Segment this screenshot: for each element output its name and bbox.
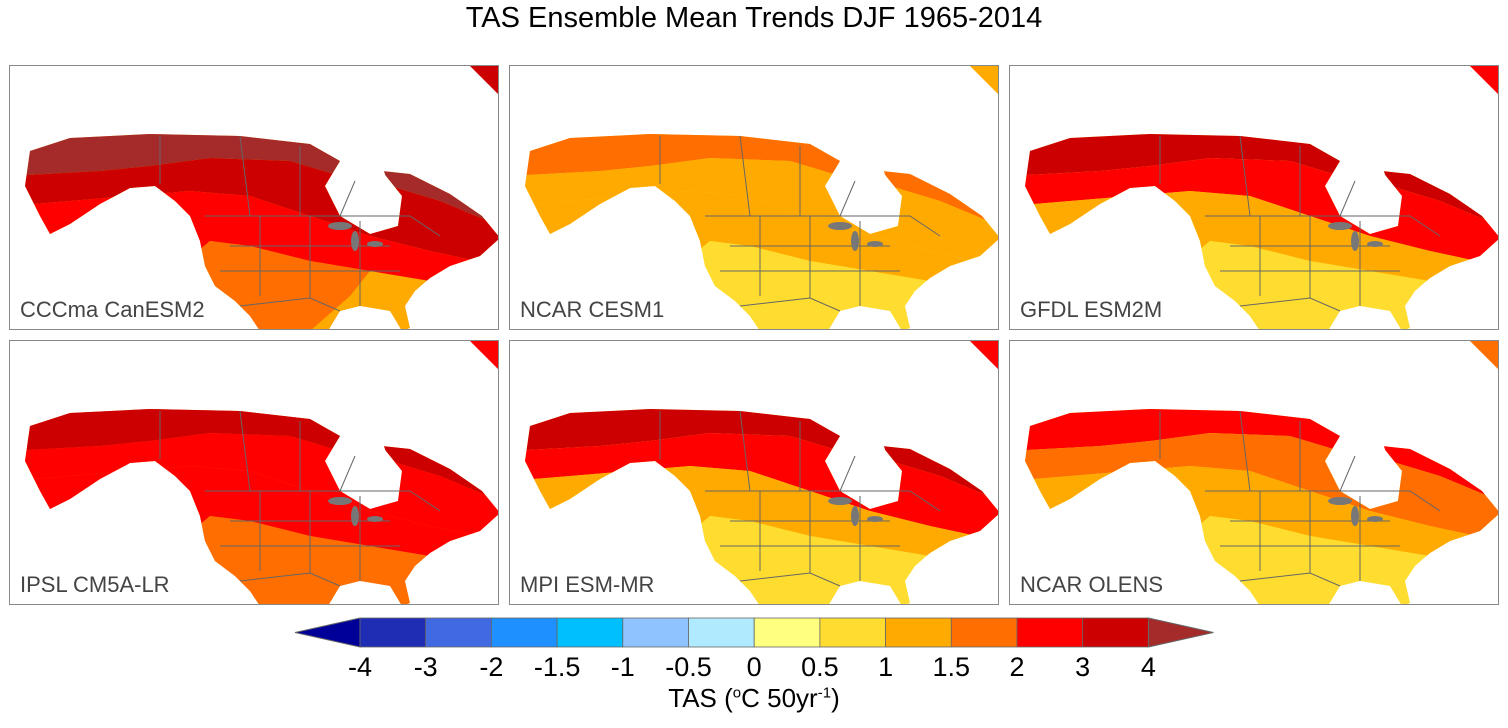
colorbar-title-close: ) — [831, 683, 840, 713]
colorbar-over-triangle — [1147, 617, 1214, 648]
north-america-map — [25, 341, 498, 604]
hudson-bay — [339, 157, 386, 210]
map-panel: IPSL CM5A-LR — [9, 340, 499, 605]
hudson-bay — [839, 157, 886, 210]
colorbar-tick-label: 1 — [878, 652, 893, 682]
panel-label: MPI ESM-MR — [520, 572, 655, 597]
greenland — [470, 341, 498, 369]
borders — [159, 135, 441, 312]
great-lakes — [328, 497, 383, 526]
colorbar-box — [425, 617, 492, 648]
trend-zone — [25, 409, 498, 501]
panel-label: GFDL ESM2M — [1020, 297, 1163, 322]
colorbar-title-text: TAS ( — [668, 683, 733, 713]
colorbar-title: TAS (oC 50yr-1) — [0, 683, 1508, 714]
great-lakes — [1328, 222, 1383, 251]
trend-zone — [25, 134, 498, 226]
colorbar-title-exponent: -1 — [817, 684, 832, 702]
colorbar-tick-label: 0.5 — [801, 652, 839, 682]
great-lakes — [328, 222, 383, 251]
colorbar-box — [1082, 617, 1149, 648]
colorbar-box — [359, 617, 427, 648]
panel-label: NCAR CESM1 — [520, 297, 665, 322]
greenland — [1470, 341, 1498, 369]
map-panel: GFDL ESM2M — [1009, 65, 1499, 330]
trend-zone — [525, 134, 998, 226]
colorbar-box — [490, 617, 558, 648]
colorbar-box — [556, 617, 624, 648]
borders — [1159, 410, 1441, 587]
trend-zone — [525, 409, 998, 501]
borders — [659, 135, 941, 312]
colorbar-tick-label: -4 — [348, 652, 372, 682]
greenland — [970, 66, 998, 94]
great-lakes — [828, 222, 883, 251]
colorbar-box — [753, 617, 821, 648]
map-panel: NCAR OLENS — [1009, 340, 1499, 605]
colorbar-tick-label: -0.5 — [665, 652, 712, 682]
borders — [159, 410, 441, 587]
colorbar-tick-label: -2 — [479, 652, 503, 682]
colorbar-box — [950, 617, 1018, 648]
panel-label: CCCma CanESM2 — [20, 297, 205, 322]
colorbar-tick-label: 4 — [1141, 652, 1156, 682]
colorbar-title-unit: C 50yr — [741, 683, 818, 713]
colorbar-box — [622, 617, 689, 648]
trend-zone — [1025, 409, 1498, 501]
colorbar-box — [688, 617, 755, 648]
hudson-bay — [839, 432, 886, 485]
map-panel: CCCma CanESM2 — [9, 65, 499, 330]
hudson-bay — [339, 432, 386, 485]
map-panel: NCAR CESM1 — [509, 65, 999, 330]
north-america-map — [1025, 341, 1498, 604]
colorbar-tick-label: -3 — [414, 652, 438, 682]
borders — [659, 410, 941, 587]
greenland — [970, 341, 998, 369]
degree-sign: o — [732, 684, 742, 702]
figure-title: TAS Ensemble Mean Trends DJF 1965-2014 — [465, 2, 1043, 34]
north-america-map — [525, 341, 998, 604]
hudson-bay — [1339, 432, 1386, 485]
colorbar-tick-label: 2 — [1009, 652, 1024, 682]
colorbar-tick-label: 3 — [1075, 652, 1090, 682]
colorbar-under-triangle — [294, 617, 361, 648]
colorbar-tick-label: -1 — [611, 652, 635, 682]
colorbar-box — [819, 617, 887, 648]
hudson-bay — [1339, 157, 1386, 210]
trend-zone — [1025, 134, 1498, 226]
great-lakes — [1328, 497, 1383, 526]
greenland — [1470, 66, 1498, 94]
colorbar-box — [1016, 617, 1084, 648]
panel-label: IPSL CM5A-LR — [20, 572, 170, 597]
map-panel: MPI ESM-MR — [509, 340, 999, 605]
north-america-map — [525, 66, 998, 329]
colorbar-tick-label: 1.5 — [933, 652, 971, 682]
colorbar-tick-label: 0 — [747, 652, 762, 682]
panel-label: NCAR OLENS — [1020, 572, 1164, 597]
greenland — [470, 66, 498, 94]
colorbar-box — [885, 617, 952, 648]
north-america-map — [25, 66, 498, 329]
north-america-map — [1025, 66, 1498, 329]
colorbar-tick-label: -1.5 — [534, 652, 581, 682]
great-lakes — [828, 497, 883, 526]
borders — [1159, 135, 1441, 312]
